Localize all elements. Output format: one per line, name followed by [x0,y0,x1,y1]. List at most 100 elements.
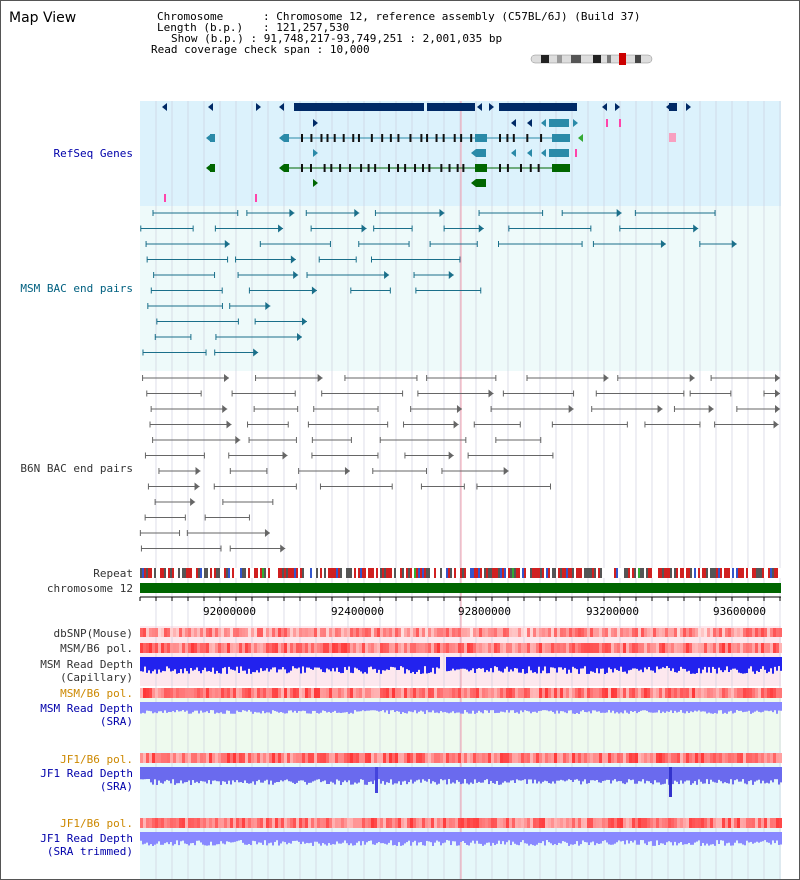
polymorphism-feature[interactable] [566,753,569,763]
repeat-feature[interactable] [688,568,690,578]
polymorphism-feature[interactable] [725,643,728,653]
read-depth-feature[interactable] [706,702,708,714]
read-depth-feature[interactable] [244,657,246,671]
read-depth-feature[interactable] [586,702,588,713]
read-depth-feature[interactable] [200,832,202,843]
read-depth-feature[interactable] [234,657,236,671]
polymorphism-feature[interactable] [182,628,185,637]
polymorphism-feature[interactable] [638,818,641,828]
polymorphism-feature[interactable] [179,643,182,653]
read-depth-feature[interactable] [142,832,144,845]
read-depth-feature[interactable] [464,657,466,669]
polymorphism-feature[interactable] [302,818,305,828]
read-depth-feature[interactable] [200,702,202,711]
polymorphism-feature[interactable] [221,818,224,828]
polymorphism-feature[interactable] [692,688,695,698]
repeat-feature[interactable] [644,568,646,578]
read-depth-feature[interactable] [148,702,150,711]
polymorphism-feature[interactable] [380,753,383,763]
read-depth-feature[interactable] [306,832,308,843]
repeat-feature[interactable] [146,568,148,578]
polymorphism-feature[interactable] [389,688,392,698]
repeat-feature[interactable] [748,568,750,578]
polymorphism-feature[interactable] [284,753,287,763]
read-depth-feature[interactable] [314,767,316,781]
read-depth-feature[interactable] [414,702,416,711]
repeat-feature[interactable] [646,568,648,578]
read-depth-feature[interactable] [150,832,152,845]
polymorphism-feature[interactable] [644,628,647,637]
read-depth-feature[interactable] [458,832,460,846]
read-depth-feature[interactable] [584,832,586,843]
read-depth-feature[interactable] [580,767,582,785]
read-depth-feature[interactable] [542,767,544,782]
read-depth-feature[interactable] [290,832,292,844]
polymorphism-feature[interactable] [758,818,761,828]
polymorphism-feature[interactable] [410,818,413,828]
repeat-feature[interactable] [760,568,762,578]
polymorphism-feature[interactable] [395,628,398,637]
repeat-feature[interactable] [516,568,518,578]
repeat-feature[interactable] [736,568,738,578]
bac-end-feature[interactable] [222,405,228,413]
polymorphism-feature[interactable] [743,688,746,698]
polymorphism-feature[interactable] [389,643,392,653]
read-depth-feature[interactable] [602,767,604,782]
read-depth-feature[interactable] [326,657,328,669]
read-depth-feature[interactable] [216,702,218,713]
polymorphism-feature[interactable] [347,753,350,763]
polymorphism-feature[interactable] [386,688,389,698]
read-depth-feature[interactable] [774,767,776,780]
polymorphism-feature[interactable] [713,688,716,698]
read-depth-feature[interactable] [536,832,538,845]
read-depth-feature[interactable] [522,702,524,713]
polymorphism-feature[interactable] [290,753,293,763]
read-depth-feature[interactable] [478,832,480,844]
read-depth-feature[interactable] [726,657,728,667]
read-depth-feature[interactable] [504,767,506,782]
polymorphism-feature[interactable] [365,688,368,698]
read-depth-feature[interactable] [610,767,612,784]
polymorphism-feature[interactable] [413,753,416,763]
read-depth-feature[interactable] [250,767,252,784]
read-depth-feature[interactable] [614,767,616,780]
read-depth-feature[interactable] [258,767,260,780]
read-depth-feature[interactable] [192,657,194,671]
read-depth-feature[interactable] [540,767,542,784]
polymorphism-feature[interactable] [323,628,326,637]
repeat-feature[interactable] [658,568,660,578]
read-depth-feature[interactable] [370,702,372,711]
read-depth-feature[interactable] [612,702,614,711]
read-depth-feature[interactable] [696,767,698,785]
polymorphism-feature[interactable] [500,818,503,828]
read-depth-feature[interactable] [408,657,410,671]
repeat-feature[interactable] [168,568,170,578]
repeat-feature[interactable] [262,568,264,578]
read-depth-feature[interactable] [280,702,282,712]
read-depth-feature[interactable] [394,767,396,784]
repeat-feature[interactable] [414,568,416,578]
polymorphism-feature[interactable] [536,753,539,763]
polymorphism-feature[interactable] [728,688,731,698]
gene-feature[interactable] [573,119,578,127]
repeat-feature[interactable] [510,568,512,578]
polymorphism-feature[interactable] [314,643,317,653]
polymorphism-feature[interactable] [272,753,275,763]
bac-end-feature[interactable] [344,467,350,475]
polymorphism-feature[interactable] [188,628,191,637]
bac-end-feature[interactable] [708,405,714,413]
repeat-feature[interactable] [714,568,716,578]
read-depth-feature[interactable] [578,767,580,781]
polymorphism-feature[interactable] [212,753,215,763]
read-depth-feature[interactable] [728,702,730,712]
read-depth-feature[interactable] [608,767,610,780]
read-depth-feature[interactable] [238,657,240,673]
read-depth-feature[interactable] [364,702,366,712]
read-depth-feature[interactable] [764,657,766,670]
polymorphism-feature[interactable] [650,643,653,653]
read-depth-feature[interactable] [226,767,228,785]
polymorphism-feature[interactable] [383,628,386,637]
read-depth-feature[interactable] [190,702,192,714]
polymorphism-feature[interactable] [707,628,710,637]
read-depth-feature[interactable] [256,657,258,671]
